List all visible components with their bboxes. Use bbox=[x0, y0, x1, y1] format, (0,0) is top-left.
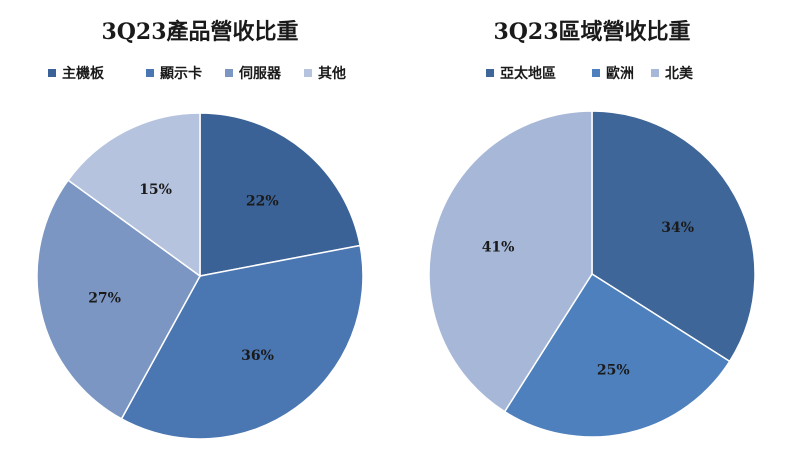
slice-percent-label: 41% bbox=[482, 240, 515, 256]
pie-slice bbox=[591, 110, 756, 363]
data-labels: 22% 36% 27% 15% bbox=[88, 182, 278, 364]
pie-slices bbox=[428, 110, 756, 438]
chart-title: 3Q23產品營收比重 bbox=[101, 19, 298, 45]
legend: 亞太地區 歐洲 北美 bbox=[486, 65, 694, 82]
pie-slice bbox=[503, 272, 731, 438]
slice-percent-label: 15% bbox=[139, 182, 172, 198]
slice-percent-label: 22% bbox=[246, 194, 279, 210]
pie-slice bbox=[428, 110, 593, 413]
slice-percent-label: 25% bbox=[597, 362, 630, 378]
legend-label: 北美 bbox=[665, 65, 694, 82]
pie-slice bbox=[199, 112, 361, 277]
data-labels: 34% 25% 41% bbox=[482, 220, 694, 379]
legend-swatch bbox=[304, 69, 312, 77]
legend-label: 伺服器 bbox=[238, 65, 282, 82]
slice-percent-label: 36% bbox=[241, 348, 274, 364]
chart-title: 3Q23區域營收比重 bbox=[493, 19, 690, 45]
pie-slice bbox=[67, 112, 201, 278]
legend-swatch bbox=[48, 69, 56, 77]
legend-swatch bbox=[592, 69, 600, 77]
pie-slice bbox=[120, 244, 364, 440]
slice-percent-label: 27% bbox=[88, 290, 121, 306]
legend-label: 主機板 bbox=[62, 65, 105, 82]
region-revenue-chart: 3Q23區域營收比重 亞太地區 歐洲 北美 34% 25% 41% bbox=[428, 19, 756, 438]
legend-swatch bbox=[486, 69, 494, 77]
pie-slice bbox=[36, 179, 201, 420]
legend: 主機板 顯示卡 伺服器 其他 bbox=[48, 65, 346, 82]
pie-slices bbox=[36, 112, 364, 440]
legend-swatch bbox=[225, 69, 233, 77]
legend-label: 亞太地區 bbox=[500, 65, 556, 82]
product-revenue-chart: 3Q23產品營收比重 主機板 顯示卡 伺服器 其他 22% 36% 27% 15% bbox=[36, 19, 364, 440]
legend-label: 其他 bbox=[318, 65, 346, 82]
legend-label: 顯示卡 bbox=[160, 65, 202, 82]
legend-label: 歐洲 bbox=[606, 65, 634, 82]
legend-swatch bbox=[651, 69, 659, 77]
legend-swatch bbox=[146, 69, 154, 77]
slice-percent-label: 34% bbox=[661, 220, 694, 236]
